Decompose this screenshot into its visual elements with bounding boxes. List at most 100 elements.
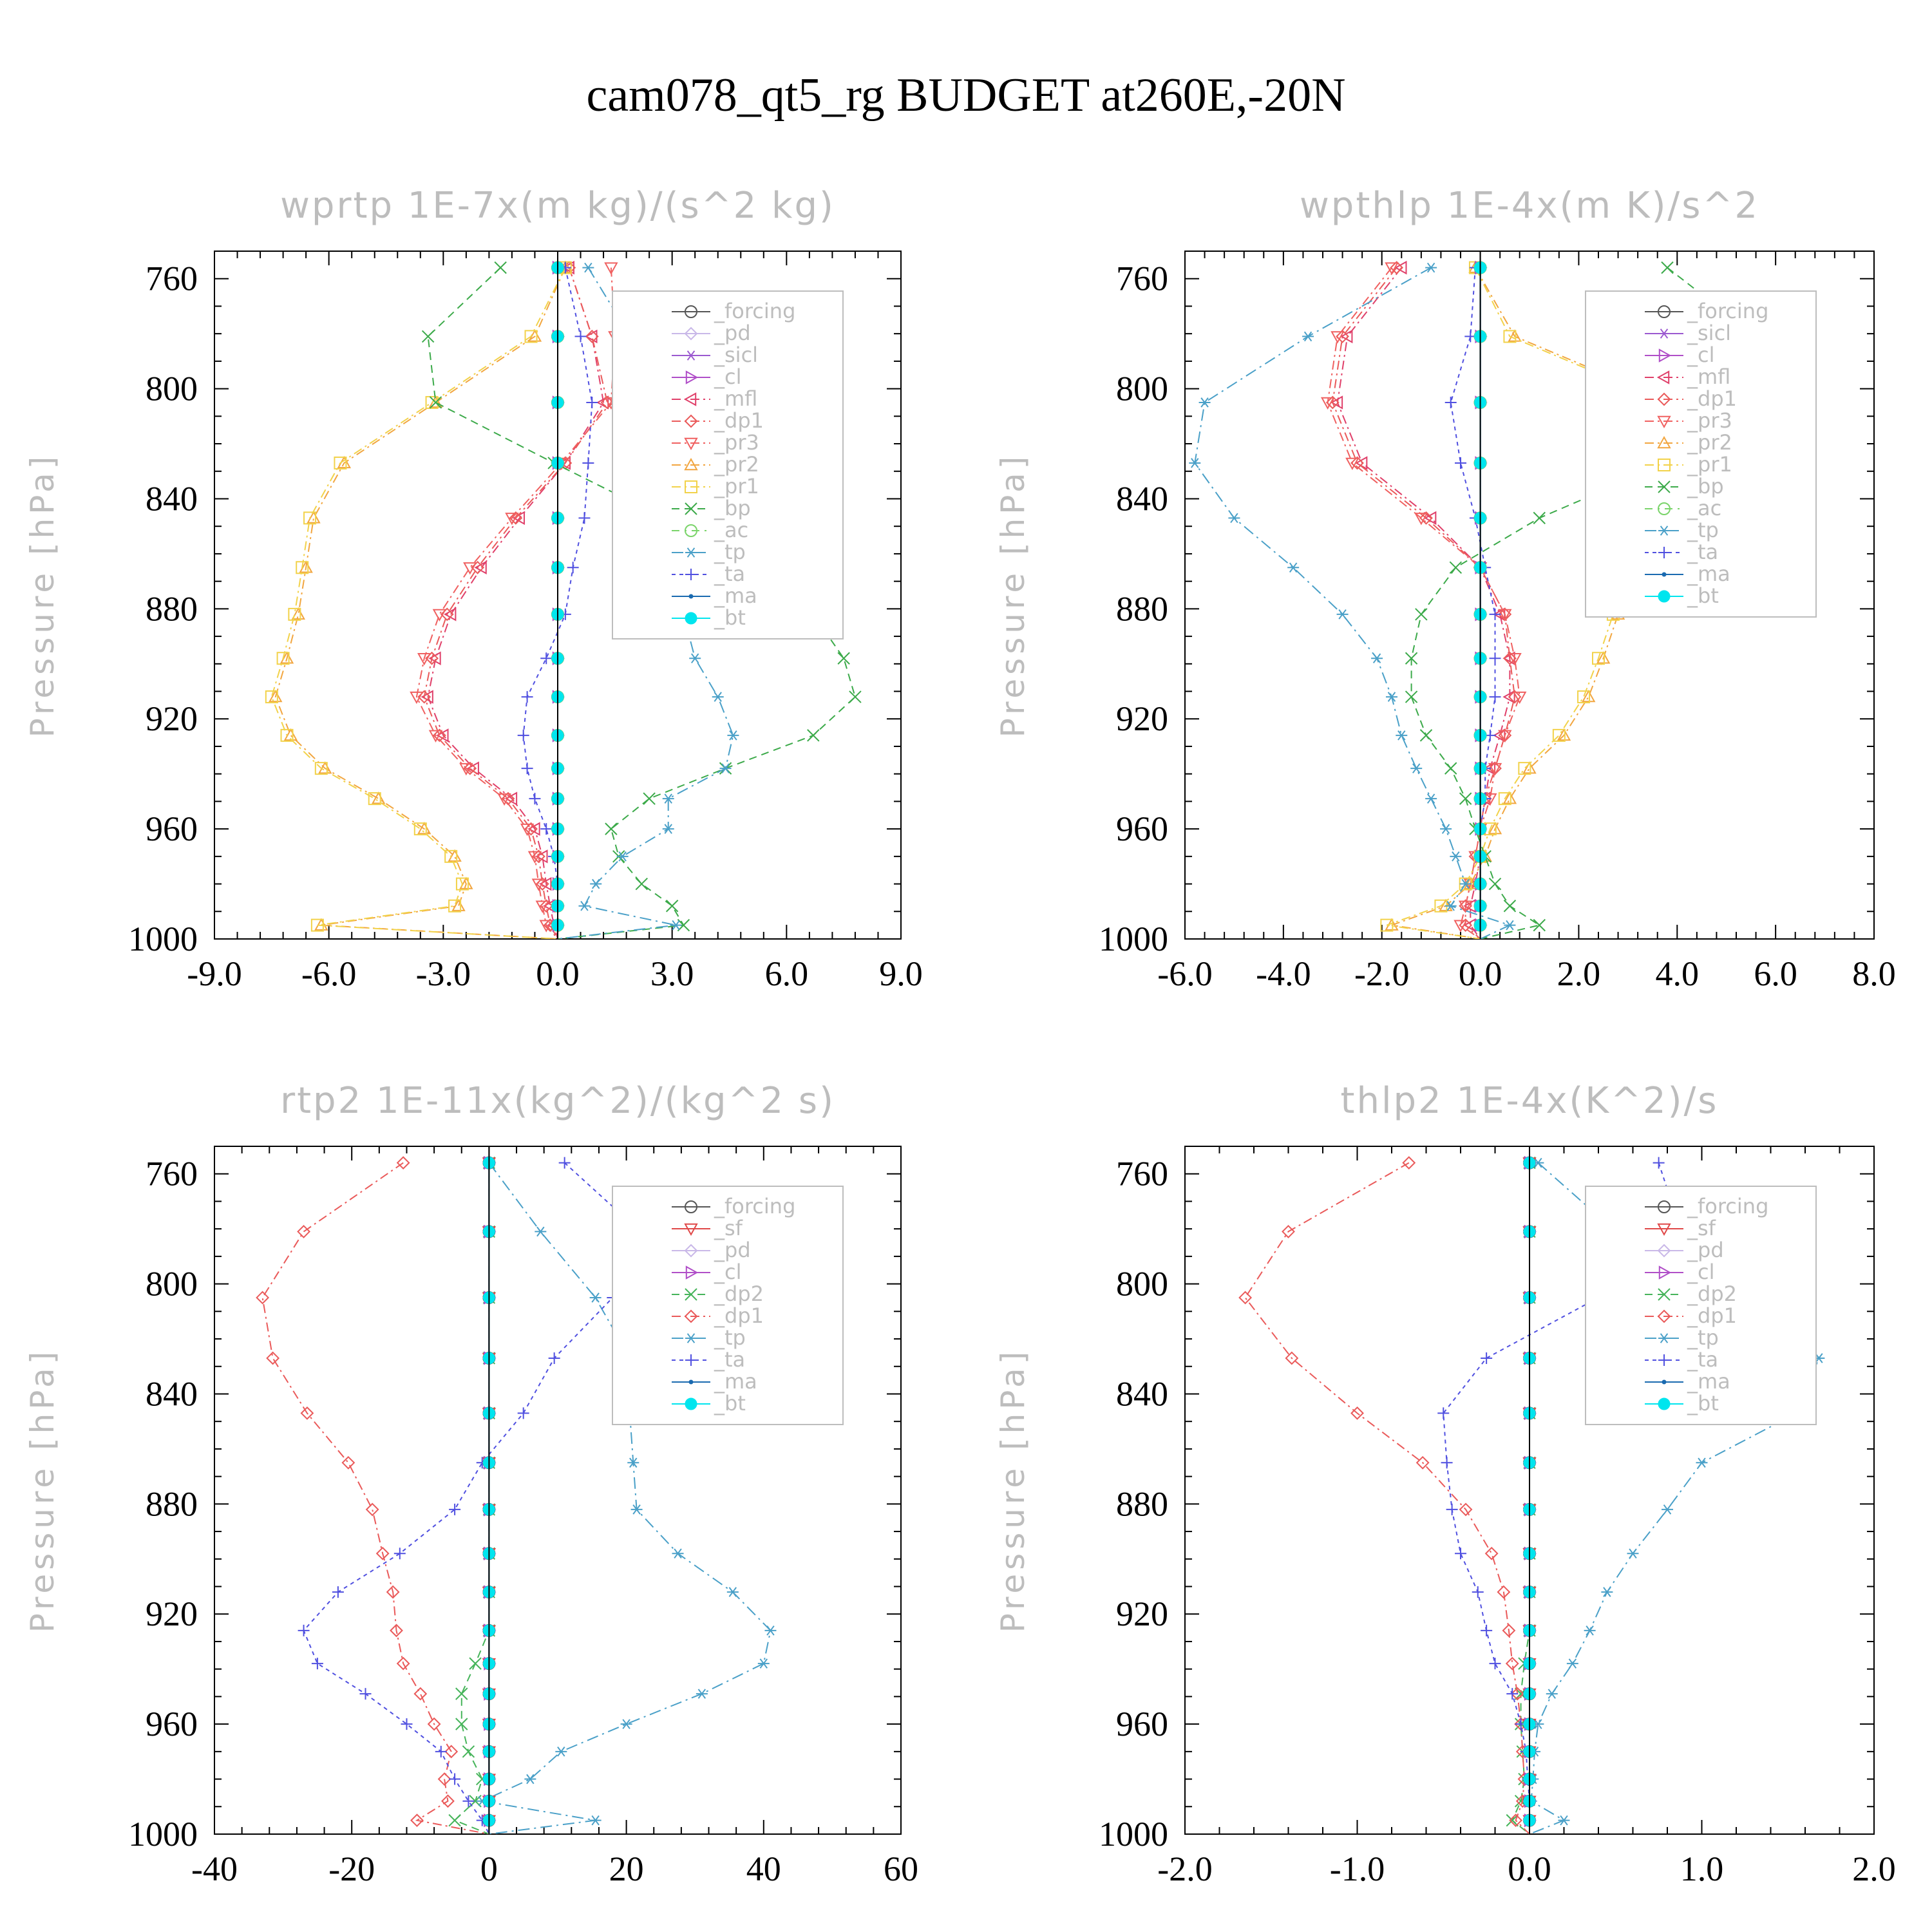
data-point [1566,1658,1578,1669]
y-tick-label: 880 [1116,589,1168,628]
data-point [1506,1814,1519,1827]
data-point [1661,261,1674,274]
data-point [1508,329,1522,342]
legend-marker [684,327,698,341]
legend-label: _tp [1687,1325,1719,1350]
data-point [1437,1407,1450,1419]
legend-label: _cl [1687,343,1714,367]
legend-label: _cl [714,365,741,389]
legend-label: _pr1 [714,474,759,498]
data-point [448,899,462,913]
data-point [1458,900,1473,913]
x-tick-label: -6.0 [301,954,356,993]
y-tick-label: 760 [1116,1155,1168,1193]
data-point [1504,920,1516,931]
data-point [1386,692,1397,702]
y-tick-label: 920 [146,1595,198,1633]
y-tick-label: 920 [1116,699,1168,738]
data-point [696,1689,708,1699]
data-point [318,761,332,774]
data-point [1320,397,1335,410]
series-line [427,267,605,939]
legend: _forcing_sf_pd_cl_dp2_dp1_tp_ta_ma_bt [1585,1186,1817,1425]
data-point [1302,331,1314,342]
data-point [1546,1689,1558,1699]
data-point [837,652,850,665]
data-point [1533,918,1546,932]
data-point [1557,728,1571,741]
data-point [589,1293,601,1303]
data-point [296,561,309,574]
legend-marker [1658,1333,1670,1343]
legend-label: _bt [714,1391,746,1416]
x-tick-label: 0.0 [1459,954,1502,993]
data-point [1189,458,1201,468]
legend-label: _ta [1687,540,1718,564]
data-point [1282,1225,1295,1238]
legend-label: _ac [1687,496,1721,520]
data-point [1330,395,1343,410]
x-tick-label: 2.0 [1557,954,1601,993]
legend-label: _tp [1687,518,1719,542]
legend-entry: _dp1 [1645,1303,1737,1328]
data-point [417,653,431,666]
legend-marker [683,392,697,406]
data-point [437,1772,451,1786]
legend-label: _pd [1687,1238,1724,1262]
legend-marker [685,1265,699,1280]
x-tick-label: -3.0 [416,954,471,993]
data-point [578,900,591,911]
legend-marker [684,414,698,428]
legend-label: _bp [714,496,751,520]
data-point [726,1587,739,1597]
series-tp [1189,262,1516,939]
data-point [524,1774,536,1785]
data-point [1336,609,1349,620]
x-tick-label: 40 [746,1850,781,1888]
y-tick-label: 840 [146,1374,198,1413]
y-tick-label: 920 [146,699,198,738]
legend-marker [688,1379,694,1385]
data-point [429,396,442,409]
y-tick-label: 800 [146,370,198,408]
legend-entry: _pr3 [1645,408,1732,433]
data-point [757,1658,770,1669]
legend-label: _forcing [1687,299,1768,323]
data-point [521,691,533,703]
data-point [531,878,546,891]
data-point [410,691,424,705]
legend-label: _dp1 [1687,1303,1737,1328]
panel-title: rtp2 1E-11x(kg^2)/(kg^2 s) [280,1080,835,1122]
y-axis-label: Pressure [hPa] [24,453,61,738]
legend-label: _bt [714,605,746,630]
data-point [1449,561,1463,574]
data-point [1405,690,1418,703]
data-point [283,728,298,741]
data-point [455,877,469,891]
series-dp1 [256,1156,489,1834]
data-point [555,1747,567,1757]
legend-entry: _ma [672,1369,757,1394]
data-point [558,1157,571,1169]
data-point [266,1351,280,1365]
data-point [1444,762,1457,775]
legend-entry: _cl [672,1260,741,1284]
legend-entry: _pr1 [672,474,759,498]
data-point [1394,260,1407,275]
data-point [428,730,443,743]
legend-marker [1658,547,1670,558]
data-point [1488,762,1502,776]
data-point [1481,1624,1493,1636]
data-point [1558,1815,1570,1826]
legend-entry: _pr2 [1645,430,1732,455]
data-point [459,876,473,889]
data-point [371,791,386,804]
series-line [522,267,593,939]
data-point [1498,730,1512,743]
y-tick-label: 880 [146,1484,198,1523]
legend-label: _cl [1687,1260,1714,1284]
legend-label: _ta [714,562,745,586]
x-tick-label: 4.0 [1656,954,1700,993]
data-point [1454,920,1468,933]
